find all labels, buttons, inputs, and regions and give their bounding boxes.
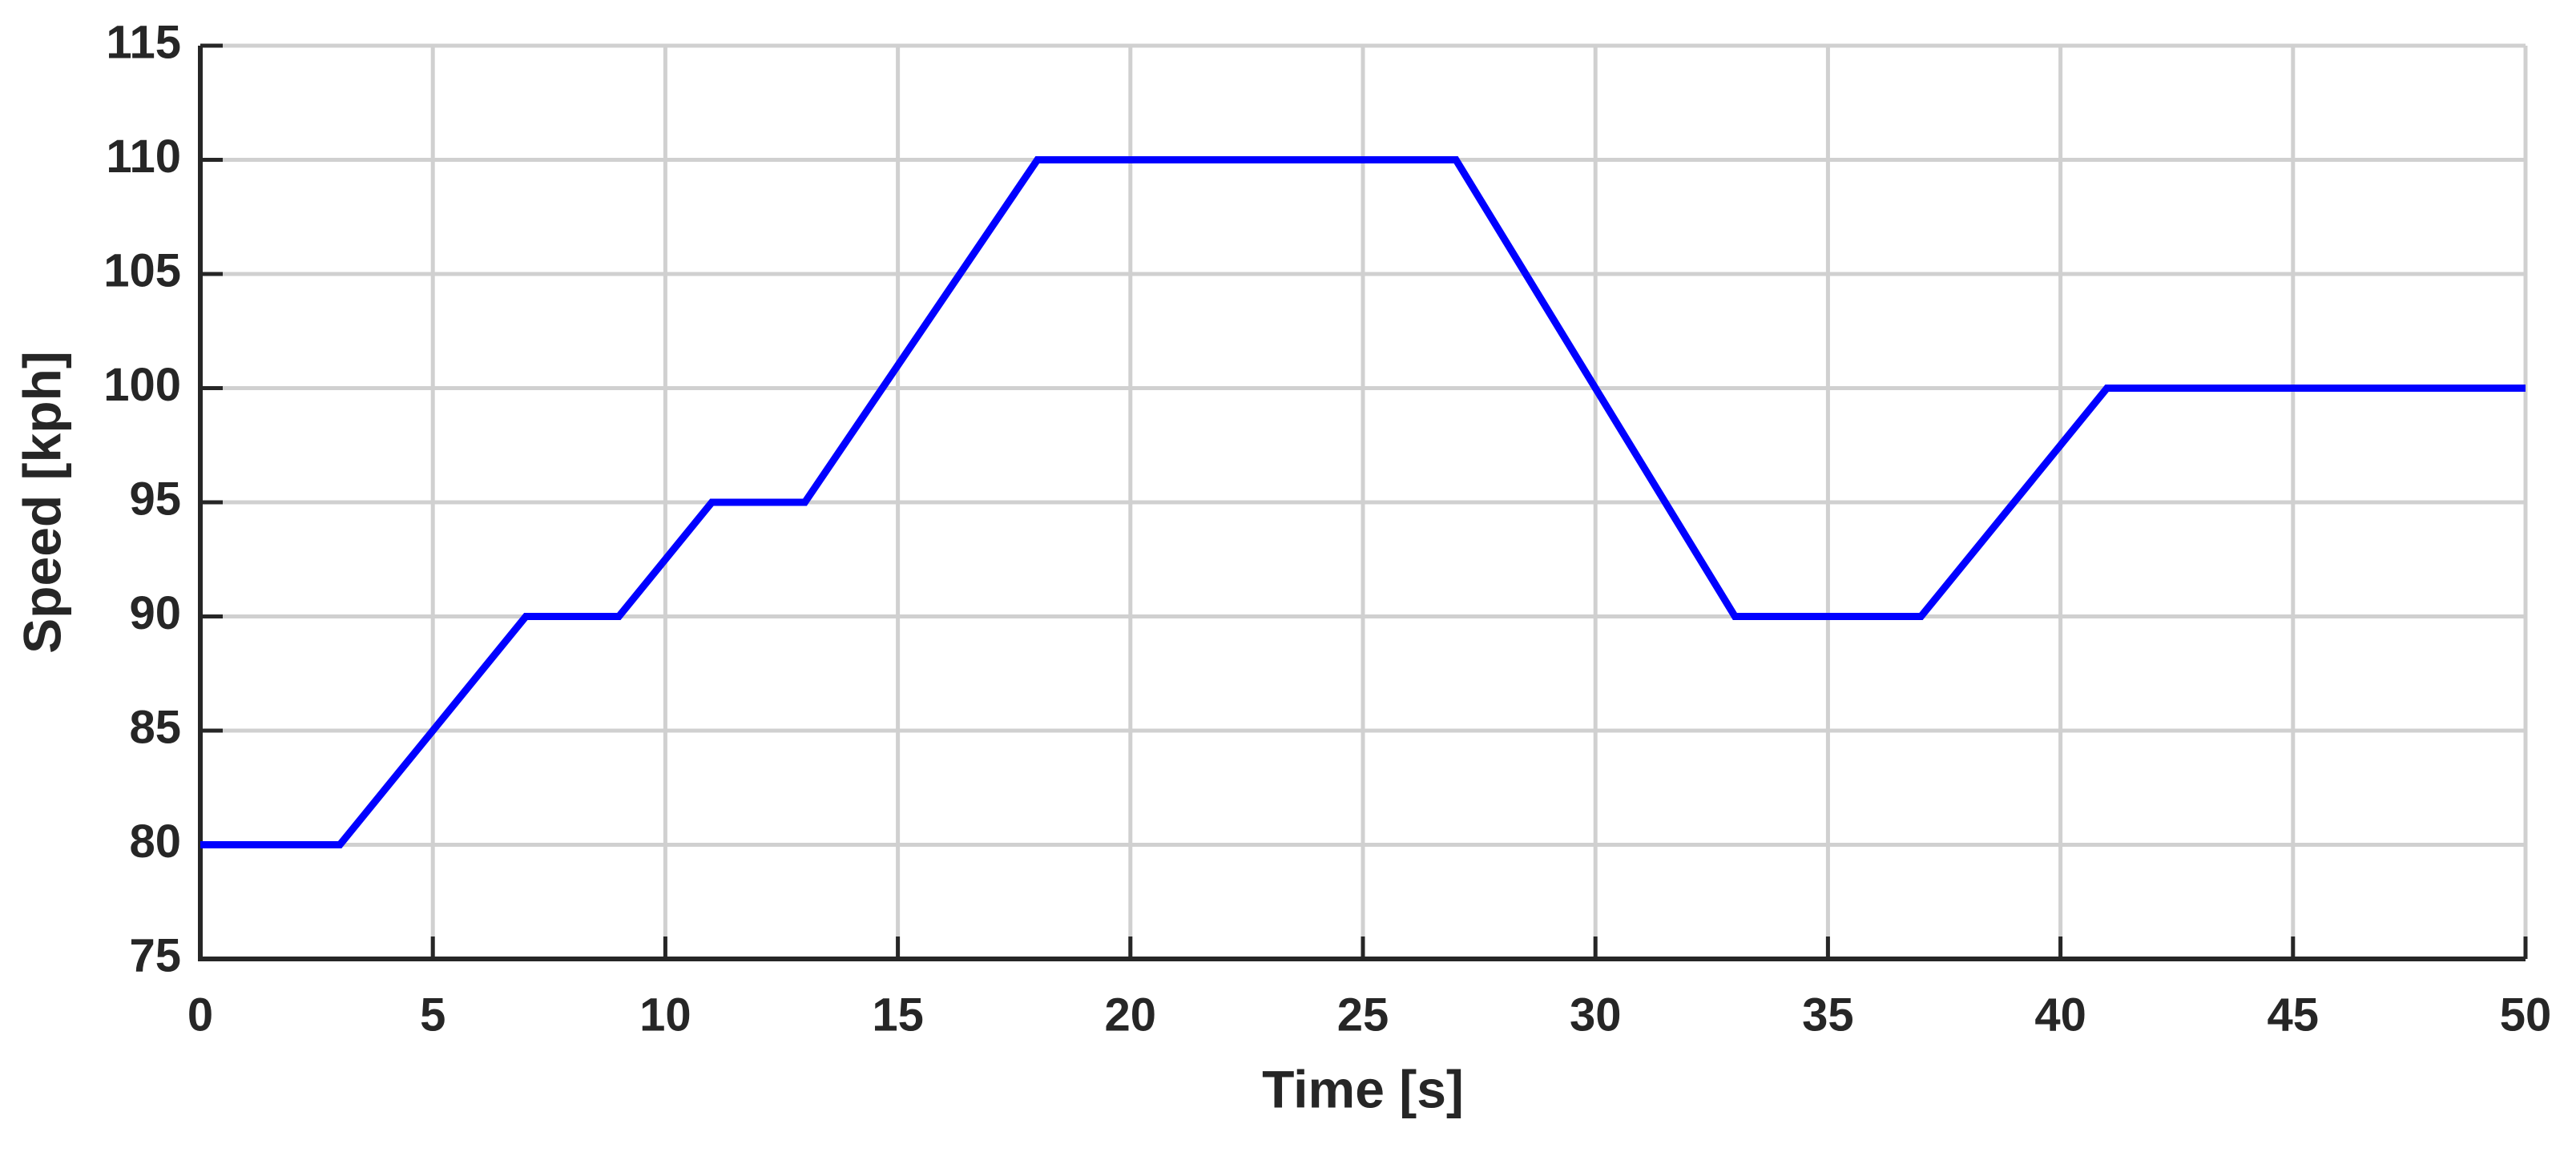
x-tick-label: 10 — [639, 989, 691, 1041]
y-axis-label: Speed [kph] — [12, 351, 71, 654]
y-tick-label: 115 — [106, 16, 181, 68]
x-tick-label: 25 — [1337, 989, 1389, 1041]
x-tick-label: 35 — [1802, 989, 1854, 1041]
y-tick-label: 85 — [129, 701, 181, 753]
y-tick-label: 75 — [129, 929, 181, 981]
y-tick-label: 105 — [103, 244, 181, 296]
x-tick-label: 0 — [187, 989, 213, 1041]
x-tick-label: 20 — [1105, 989, 1157, 1041]
x-axis-label: Time [s] — [1262, 1059, 1464, 1118]
x-tick-label: 30 — [1570, 989, 1622, 1041]
x-tick-label: 40 — [2034, 989, 2086, 1041]
y-tick-label: 80 — [129, 816, 181, 868]
x-tick-label: 50 — [2500, 989, 2552, 1041]
data-line — [200, 156, 2526, 848]
x-tick-label: 5 — [420, 989, 445, 1041]
x-tick-label: 15 — [872, 989, 924, 1041]
x-tick-label: 45 — [2268, 989, 2320, 1041]
y-tick-label: 110 — [106, 131, 181, 183]
y-tick-label: 100 — [103, 359, 181, 411]
y-tick-label: 95 — [129, 473, 181, 525]
y-tick-label: 90 — [129, 587, 181, 639]
